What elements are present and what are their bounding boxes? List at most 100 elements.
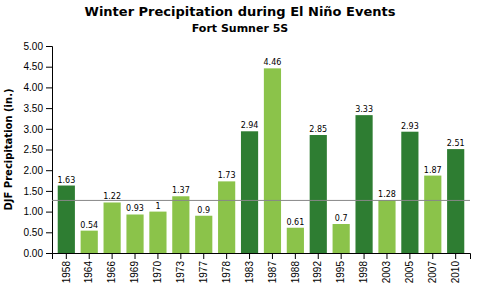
x-tick-label: 2007 bbox=[427, 261, 438, 284]
x-tick-mark bbox=[364, 253, 365, 259]
x-tick-mark bbox=[203, 253, 204, 259]
y-tick-label: 5.00 bbox=[24, 41, 44, 52]
bars bbox=[52, 68, 470, 253]
x-tick-label: 1973 bbox=[175, 261, 186, 284]
y-tick-mark bbox=[46, 191, 52, 192]
data-label: 1.37 bbox=[172, 186, 190, 195]
bar bbox=[424, 176, 441, 253]
data-label: 0.61 bbox=[286, 218, 304, 227]
y-tick: 3.50 bbox=[24, 103, 52, 114]
y-tick-label: 0.00 bbox=[24, 248, 44, 259]
x-tick-mark bbox=[249, 253, 250, 259]
x-tick-mark bbox=[89, 253, 90, 259]
y-tick-mark bbox=[46, 87, 52, 88]
y-tick-label: 2.00 bbox=[24, 165, 44, 176]
x-tick: 1958 bbox=[61, 253, 72, 283]
y-tick-mark bbox=[46, 150, 52, 151]
x-tick-label: 1970 bbox=[152, 261, 163, 284]
data-label: 1.87 bbox=[424, 166, 442, 175]
data-label: 1.63 bbox=[57, 176, 75, 185]
bar bbox=[333, 224, 350, 253]
y-tick-label: 3.00 bbox=[24, 124, 44, 135]
y-tick: 1.50 bbox=[24, 186, 52, 197]
y-tick: 1.00 bbox=[24, 206, 52, 217]
x-tick: 1995 bbox=[335, 253, 346, 283]
y-tick: 4.50 bbox=[24, 61, 52, 72]
data-label: 2.51 bbox=[447, 139, 465, 148]
x-tick-mark bbox=[66, 253, 67, 259]
x-tick-label: 1983 bbox=[244, 261, 255, 284]
y-tick: 0.50 bbox=[24, 227, 52, 238]
y-tick: 4.00 bbox=[24, 82, 52, 93]
x-tick-label: 1969 bbox=[129, 261, 140, 284]
y-tick-label: 4.50 bbox=[24, 61, 44, 72]
y-axis: 0.00 0.50 1.00 1.50 2.00 2.50 3.00 3.50 4.00 4.50… bbox=[24, 41, 53, 259]
data-labels: 1.630.541.220.9311.370.91.732.944.460.61… bbox=[57, 58, 464, 229]
data-label: 1.28 bbox=[378, 190, 396, 199]
x-tick-mark bbox=[409, 253, 410, 259]
bar bbox=[310, 135, 327, 253]
title: Winter Precipitation during El Niño Even… bbox=[85, 4, 396, 19]
x-tick-label: 1987 bbox=[267, 261, 278, 284]
x-tick-mark bbox=[341, 253, 342, 259]
x-tick-label: 2005 bbox=[404, 261, 415, 284]
x-tick-label: 1958 bbox=[61, 261, 72, 284]
x-tick: 1992 bbox=[312, 253, 323, 283]
y-tick-label: 1.00 bbox=[24, 206, 44, 217]
x-tick-label: 1992 bbox=[312, 261, 323, 284]
x-tick-label: 1964 bbox=[83, 261, 94, 284]
bar bbox=[447, 149, 464, 253]
y-tick-mark bbox=[46, 67, 52, 68]
x-tick: 1970 bbox=[152, 253, 163, 283]
x-tick: 2010 bbox=[450, 253, 461, 283]
bar bbox=[104, 202, 121, 253]
axis-domain bbox=[53, 254, 471, 260]
x-tick-mark bbox=[386, 253, 387, 259]
x-tick: 1988 bbox=[290, 253, 301, 283]
y-tick-mark bbox=[46, 232, 52, 233]
y-tick-label: 0.50 bbox=[24, 227, 44, 238]
x-tick: 1987 bbox=[267, 253, 278, 283]
plot-area: 0.00 0.50 1.00 1.50 2.00 2.50 3.00 3.50 4.00 4.50… bbox=[24, 41, 471, 284]
x-axis: 1958196419661969197019731977197819831987… bbox=[53, 253, 471, 283]
data-label: 2.93 bbox=[401, 122, 419, 131]
x-tick-label: 1977 bbox=[198, 261, 209, 284]
bar bbox=[81, 231, 98, 253]
y-tick: 0.00 bbox=[24, 248, 52, 259]
x-tick-mark bbox=[272, 253, 273, 259]
data-label: 1 bbox=[155, 202, 160, 211]
y-tick-mark bbox=[46, 170, 52, 171]
x-tick: 1998 bbox=[358, 253, 369, 283]
x-tick-label: 1995 bbox=[335, 261, 346, 284]
x-tick: 1964 bbox=[83, 253, 94, 283]
data-label: 2.94 bbox=[241, 121, 259, 130]
bar bbox=[287, 228, 304, 253]
y-tick-mark bbox=[46, 212, 52, 213]
x-tick: 1973 bbox=[175, 253, 186, 283]
x-tick: 1977 bbox=[198, 253, 209, 283]
x-tick: 1978 bbox=[221, 253, 232, 283]
x-tick: 1983 bbox=[244, 253, 255, 283]
bar bbox=[401, 132, 418, 253]
data-label: 0.7 bbox=[335, 214, 348, 223]
bar bbox=[172, 196, 189, 253]
bar bbox=[58, 186, 75, 253]
y-tick-label: 2.50 bbox=[24, 144, 44, 155]
data-label: 0.9 bbox=[197, 206, 210, 215]
x-tick-label: 2003 bbox=[381, 261, 392, 284]
bar bbox=[218, 181, 235, 253]
y-axis-label: DJF Precipitation (in.) bbox=[3, 88, 14, 210]
y-tick: 3.00 bbox=[24, 124, 52, 135]
bar bbox=[241, 131, 258, 253]
chart: Winter Precipitation during El Niño Even… bbox=[0, 0, 480, 289]
y-tick-mark bbox=[46, 253, 52, 254]
x-tick: 2003 bbox=[381, 253, 392, 283]
bar bbox=[378, 200, 395, 253]
y-tick-label: 3.50 bbox=[24, 103, 44, 114]
subtitle: Fort Sumner 5S bbox=[192, 22, 289, 35]
x-tick-label: 2010 bbox=[450, 261, 461, 284]
bar bbox=[355, 115, 372, 253]
data-label: 0.93 bbox=[126, 204, 144, 213]
x-tick-label: 1988 bbox=[290, 261, 301, 284]
data-label: 1.73 bbox=[218, 171, 236, 180]
